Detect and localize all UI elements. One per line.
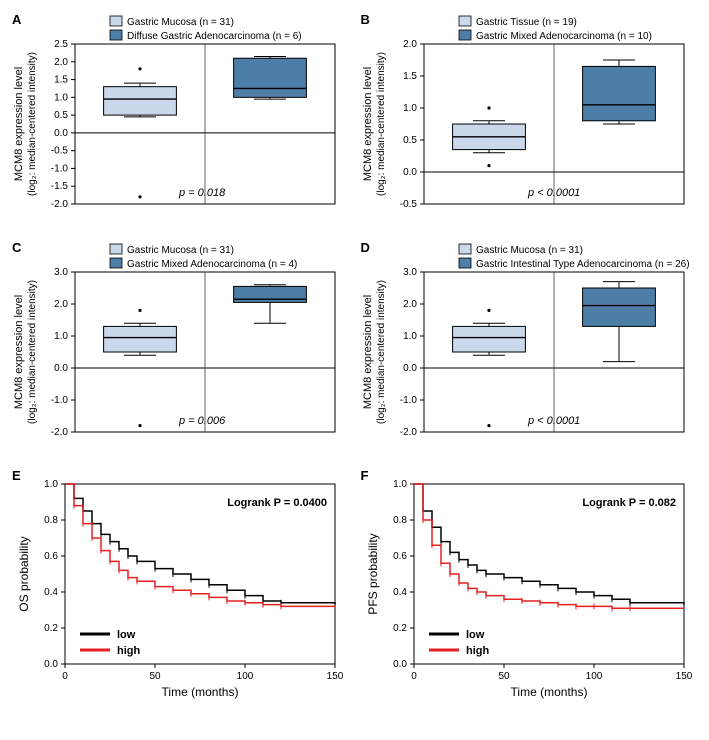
panel-e: E 0.0 0.2 0.4 0.6 0.8 1.0 0 50 100 150 OS probabili… (10, 466, 351, 706)
panel-f: F 0.0 0.2 0.4 0.6 0.8 1.0 0 50 100 150 PFS probabil… (359, 466, 700, 706)
svg-text:0.0: 0.0 (54, 363, 68, 374)
svg-text:50: 50 (498, 671, 510, 682)
svg-text:p < 0.0001: p < 0.0001 (527, 187, 580, 199)
svg-text:Gastric Mixed Adenocarcinoma (: Gastric Mixed Adenocarcinoma (n = 10) (476, 31, 652, 42)
panel-c: C Gastric Mucosa (n = 31) Gastric Mixed Ad… (10, 238, 351, 458)
svg-text:(log₂: median-centered intensi: (log₂: median-centered intensity) (27, 52, 38, 196)
svg-text:p < 0.0001: p < 0.0001 (527, 415, 580, 427)
svg-text:-1.5: -1.5 (51, 181, 69, 192)
svg-text:2.0: 2.0 (403, 39, 417, 50)
svg-text:0: 0 (62, 671, 68, 682)
svg-text:Logrank P = 0.0400: Logrank P = 0.0400 (227, 497, 327, 509)
svg-text:0.2: 0.2 (44, 623, 58, 634)
svg-text:1.5: 1.5 (403, 71, 417, 82)
svg-text:Diffuse Gastric Adenocarcinom: Diffuse Gastric Adenocarcinoma (n = 6) (127, 31, 302, 42)
svg-text:1.0: 1.0 (403, 103, 417, 114)
svg-text:MCM8 expression level: MCM8 expression level (13, 295, 25, 409)
svg-text:0.2: 0.2 (393, 623, 407, 634)
svg-text:p = 0.018: p = 0.018 (178, 187, 226, 199)
svg-text:2.0: 2.0 (54, 57, 68, 68)
svg-text:-1.0: -1.0 (51, 395, 69, 406)
svg-text:2.0: 2.0 (403, 299, 417, 310)
svg-text:(log₂: median-centered intensi: (log₂: median-centered intensity) (27, 280, 38, 424)
svg-text:low: low (466, 629, 485, 641)
svg-text:0.0: 0.0 (403, 363, 417, 374)
svg-text:-0.5: -0.5 (51, 146, 69, 157)
svg-text:0.5: 0.5 (54, 110, 68, 121)
svg-text:MCM8 expression level: MCM8 expression level (13, 67, 25, 181)
svg-text:0.0: 0.0 (393, 659, 407, 670)
svg-text:-1.0: -1.0 (399, 395, 417, 406)
svg-text:Time (months): Time (months) (510, 685, 587, 699)
svg-text:1.0: 1.0 (44, 479, 58, 490)
svg-text:0.4: 0.4 (393, 587, 407, 598)
svg-text:0.0: 0.0 (54, 128, 68, 139)
svg-text:Gastric Mucosa (n = 31): Gastric Mucosa (n = 31) (127, 17, 234, 28)
svg-text:0.8: 0.8 (44, 515, 58, 526)
svg-text:p = 0.006: p = 0.006 (178, 415, 226, 427)
svg-text:Gastric Tissue (n = 19): Gastric Tissue (n = 19) (476, 17, 577, 28)
svg-text:1.0: 1.0 (54, 92, 68, 103)
svg-text:0.0: 0.0 (44, 659, 58, 670)
svg-text:150: 150 (327, 671, 344, 682)
panel-label: B (361, 12, 370, 27)
svg-text:150: 150 (675, 671, 692, 682)
svg-text:1.0: 1.0 (403, 331, 417, 342)
svg-text:1.5: 1.5 (54, 75, 68, 86)
svg-text:50: 50 (149, 671, 161, 682)
svg-text:-0.5: -0.5 (399, 199, 417, 210)
svg-text:0: 0 (411, 671, 417, 682)
svg-text:-1.0: -1.0 (51, 163, 69, 174)
svg-text:0.6: 0.6 (393, 551, 407, 562)
panel-label: A (12, 12, 21, 27)
svg-text:1.0: 1.0 (54, 331, 68, 342)
svg-text:Time (months): Time (months) (162, 685, 239, 699)
svg-text:high: high (117, 645, 140, 657)
svg-text:Gastric Mucosa (n = 31): Gastric Mucosa (n = 31) (127, 245, 234, 256)
svg-text:2.0: 2.0 (54, 299, 68, 310)
svg-text:Logrank P = 0.082: Logrank P = 0.082 (582, 497, 676, 509)
svg-text:0.8: 0.8 (393, 515, 407, 526)
panel-label: C (12, 240, 21, 255)
svg-text:1.0: 1.0 (393, 479, 407, 490)
svg-text:PFS probability: PFS probability (366, 533, 380, 614)
panel-label: F (361, 468, 369, 483)
svg-text:low: low (117, 629, 136, 641)
panel-label: D (361, 240, 370, 255)
svg-text:0.5: 0.5 (403, 135, 417, 146)
svg-text:Gastric Intestinal Type Aden: Gastric Intestinal Type Adenocarcinoma (… (476, 259, 690, 270)
svg-text:high: high (466, 645, 489, 657)
svg-text:(log₂: median-centered intensi: (log₂: median-centered intensity) (376, 280, 387, 424)
svg-text:OS probability: OS probability (17, 536, 31, 611)
svg-text:100: 100 (585, 671, 602, 682)
panel-a: A Gastric Mucosa (n = 31) Diffuse Gastric … (10, 10, 351, 230)
svg-text:MCM8 expression level: MCM8 expression level (362, 67, 374, 181)
svg-text:Gastric Mucosa (n = 31): Gastric Mucosa (n = 31) (476, 245, 583, 256)
svg-text:3.0: 3.0 (403, 267, 417, 278)
svg-text:3.0: 3.0 (54, 267, 68, 278)
svg-text:(log₂: median-centered intensi: (log₂: median-centered intensity) (376, 52, 387, 196)
svg-text:0.4: 0.4 (44, 587, 58, 598)
panel-label: E (12, 468, 21, 483)
svg-text:0.6: 0.6 (44, 551, 58, 562)
svg-text:-2.0: -2.0 (51, 427, 69, 438)
svg-text:0.0: 0.0 (403, 167, 417, 178)
svg-text:Gastric Mixed Adenocarcinoma (: Gastric Mixed Adenocarcinoma (n = 4) (127, 259, 297, 270)
svg-text:MCM8 expression level: MCM8 expression level (362, 295, 374, 409)
svg-text:-2.0: -2.0 (399, 427, 417, 438)
svg-text:-2.0: -2.0 (51, 199, 69, 210)
svg-text:100: 100 (237, 671, 254, 682)
svg-text:2.5: 2.5 (54, 39, 68, 50)
panel-d: D Gastric Mucosa (n = 31) Gastric Intestin… (359, 238, 700, 458)
panel-b: B Gastric Tissue (n = 19) Gastric Mixed Ad… (359, 10, 700, 230)
